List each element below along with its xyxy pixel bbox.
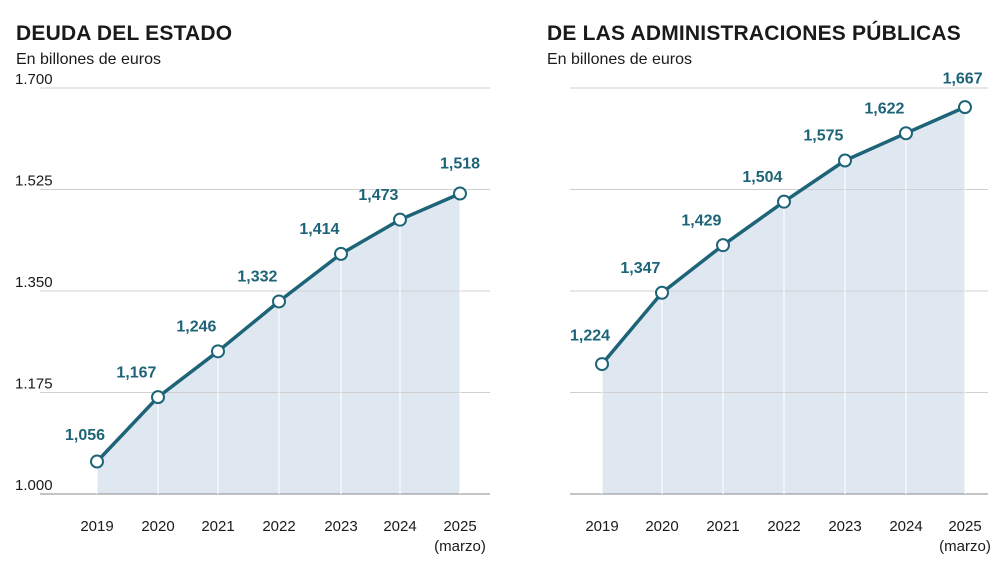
data-label: 1,347: [620, 260, 660, 277]
data-point-marker: [272, 294, 286, 309]
x-tick-label: 2022: [262, 518, 295, 535]
y-tick-label: 1.700: [15, 71, 53, 88]
data-label: 1,575: [803, 128, 843, 145]
x-tick-label: 2025: [443, 518, 476, 535]
data-label: 1,167: [116, 364, 156, 381]
x-tick-label: 2023: [324, 518, 357, 535]
chart-title: DE LAS ADMINISTRACIONES PÚBLICAS: [547, 22, 961, 45]
chart-panel-administraciones-publicas: DE LAS ADMINISTRACIONES PÚBLICAS En bill…: [500, 0, 1000, 567]
data-point-marker: [90, 454, 104, 469]
y-tick-label: 1.525: [15, 173, 53, 190]
data-point-marker: [777, 194, 791, 209]
line-chart-administraciones-publicas: 1,224 1,347 1,429 1,504 1,575 1,622 1,667 2019 2…: [570, 71, 991, 555]
data-label: 1,246: [176, 319, 216, 336]
data-point-marker: [393, 212, 407, 227]
data-label: 1,429: [681, 212, 721, 229]
data-label: 1,518: [440, 155, 480, 172]
data-point-marker: [958, 100, 972, 115]
x-tick-label: 2024: [383, 518, 416, 535]
y-tick-label: 1.000: [15, 477, 53, 494]
data-label: 1,414: [299, 221, 339, 238]
x-tick-label: 2021: [706, 518, 739, 535]
x-tick-label: 2025: [948, 518, 981, 535]
line-chart-deuda-estado: 1.000 1.175 1.350 1.525 1.700 1,056 1,167 1,246…: [15, 71, 490, 555]
x-tick-label: 2022: [767, 518, 800, 535]
data-label: 1,622: [864, 100, 904, 117]
x-tick-sublabel: (marzo): [434, 538, 486, 555]
x-tick-label: 2019: [80, 518, 113, 535]
data-point-marker: [151, 390, 165, 405]
data-point-marker: [838, 153, 852, 168]
chart-subtitle: En billones de euros: [16, 51, 161, 68]
data-point-marker: [334, 246, 348, 261]
chart-title: DEUDA DEL ESTADO: [16, 22, 233, 45]
y-tick-label: 1.175: [15, 376, 53, 393]
x-tick-label: 2024: [889, 518, 922, 535]
chart-subtitle: En billones de euros: [547, 51, 692, 68]
x-tick-label: 2021: [201, 518, 234, 535]
x-tick-label: 2019: [585, 518, 618, 535]
x-tick-label: 2023: [828, 518, 861, 535]
data-point-marker: [453, 186, 467, 201]
data-label: 1,667: [943, 71, 983, 88]
data-label: 1,504: [742, 169, 782, 186]
data-point-marker: [211, 344, 225, 359]
data-point-marker: [899, 126, 913, 141]
data-label: 1,473: [358, 187, 398, 204]
data-label: 1,056: [65, 427, 105, 444]
x-tick-label: 2020: [645, 518, 678, 535]
data-label: 1,224: [570, 328, 610, 345]
data-point-marker: [595, 357, 609, 372]
x-tick-label: 2020: [141, 518, 174, 535]
data-point-marker: [716, 238, 730, 253]
x-tick-sublabel: (marzo): [939, 538, 991, 555]
data-point-marker: [655, 285, 669, 300]
chart-panel-deuda-estado: DEUDA DEL ESTADO En billones de euros 1.…: [15, 22, 490, 555]
data-label: 1,332: [237, 269, 277, 286]
y-tick-label: 1.350: [15, 274, 53, 291]
